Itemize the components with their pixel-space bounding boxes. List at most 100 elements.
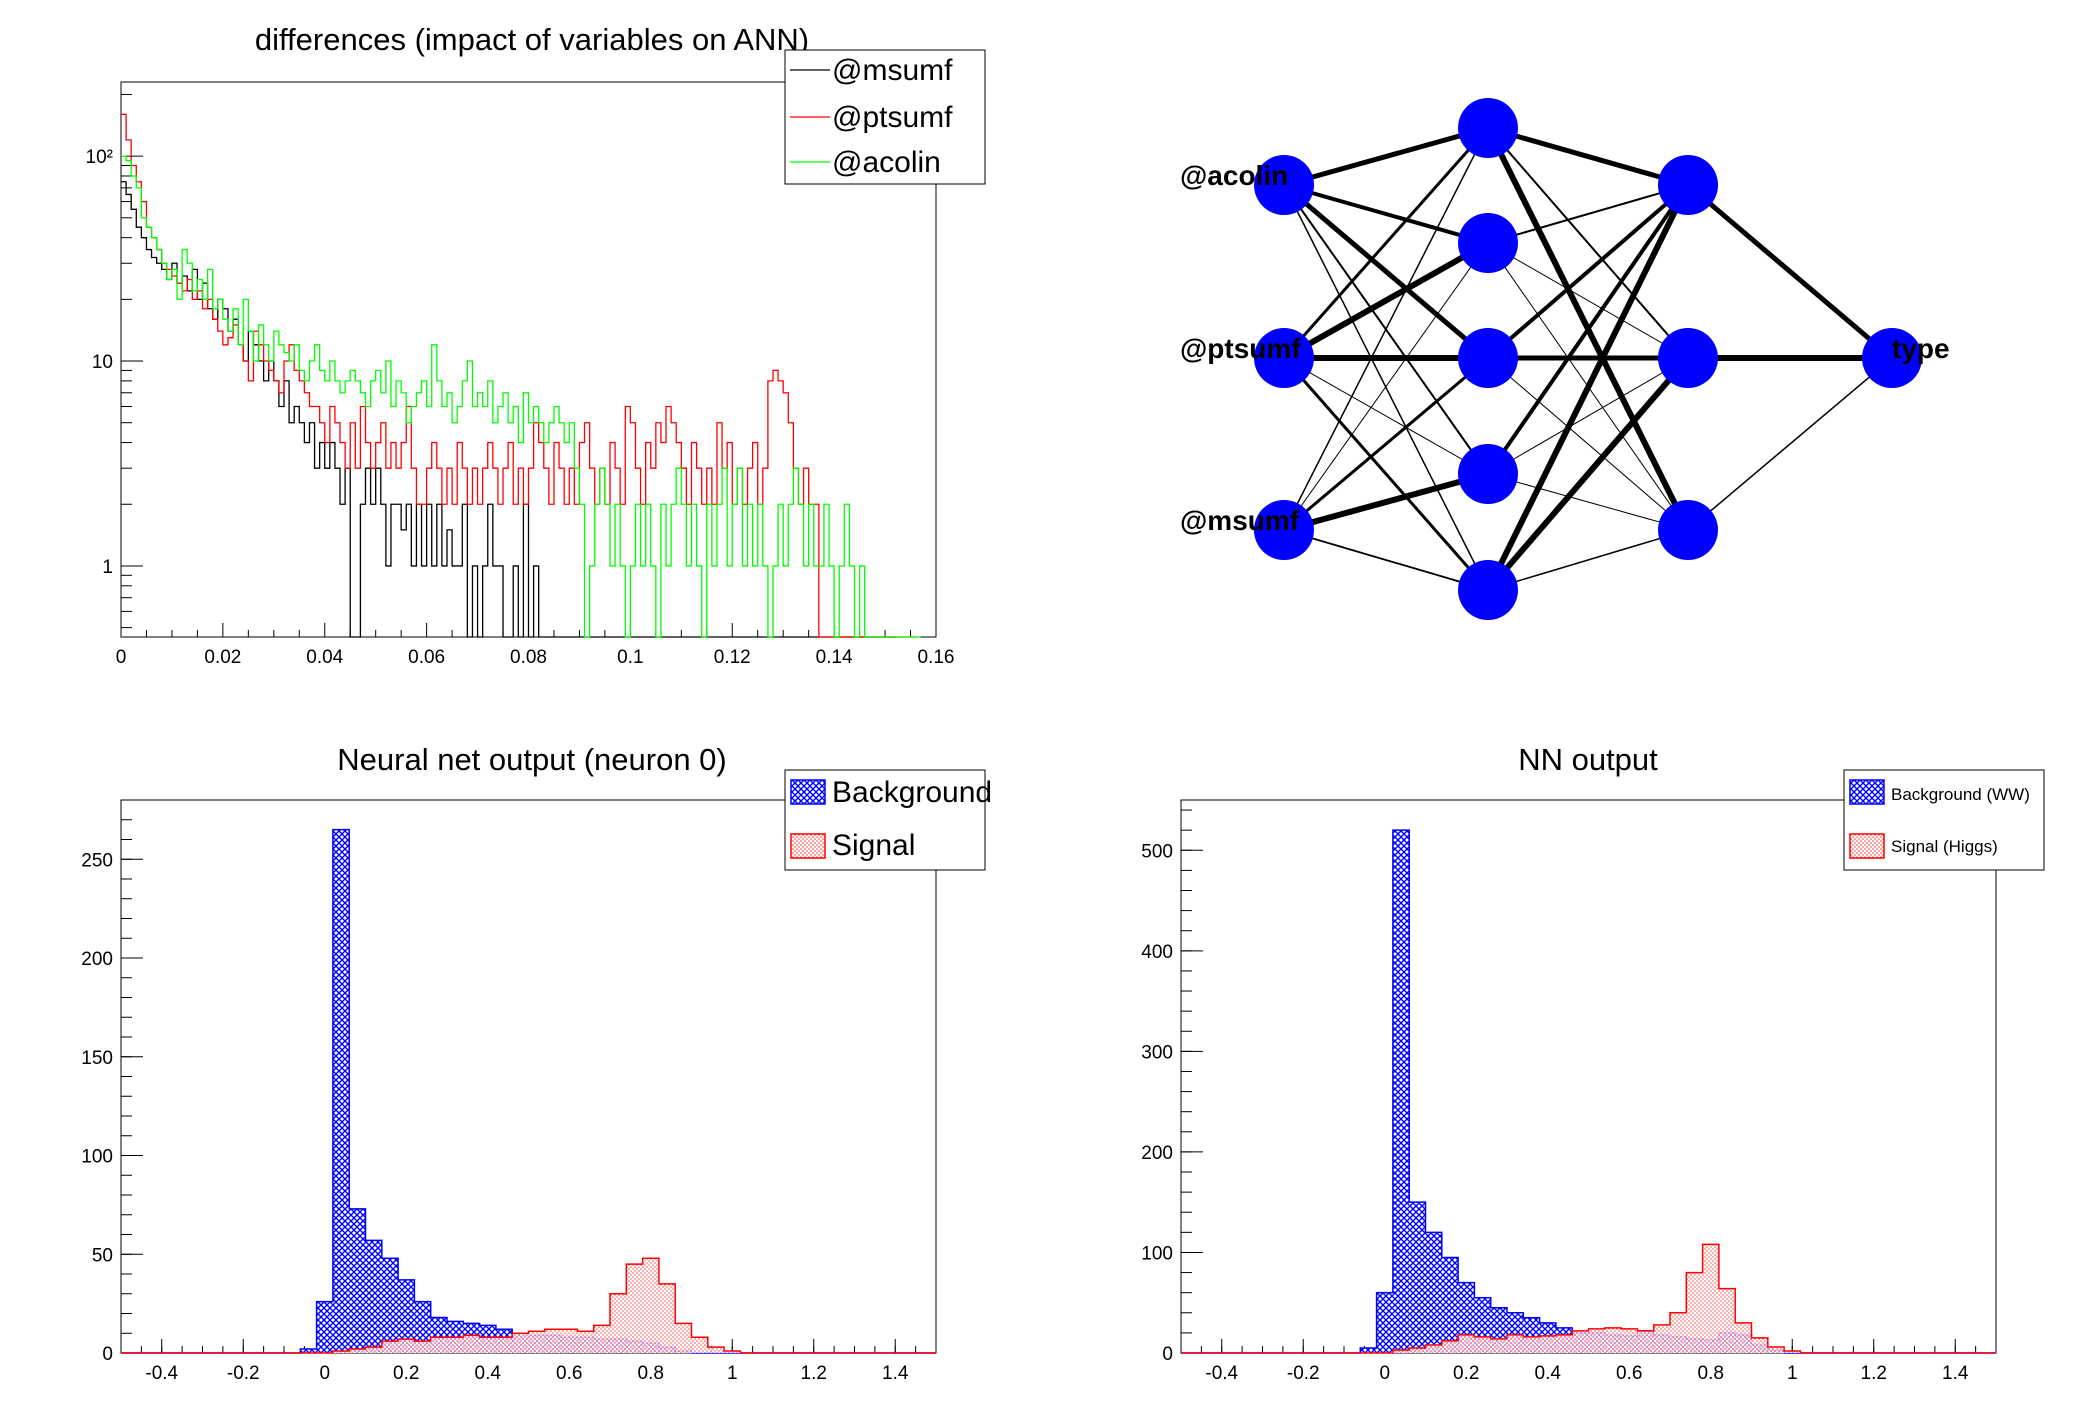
x-tick-label: 1.4 [882, 1363, 909, 1384]
axis-ticks: 0 0.02 0.04 0.06 0.08 0.1 0.12 0.14 0.16 1 10 10² [86, 93, 955, 668]
network-edge-input-hidden1 [1283, 356, 1489, 532]
signal-bar [1670, 1312, 1687, 1353]
legend-background-swatch [1849, 779, 1885, 805]
legend-acolin-label: @acolin [832, 146, 941, 179]
input-label-acolin: @acolin [1180, 160, 1288, 191]
plot-frame [1180, 799, 1997, 1354]
signal-bar [561, 1329, 578, 1353]
series-group [1181, 829, 1996, 1354]
network-edge-hidden2-output [1687, 357, 1893, 531]
background-bar [365, 1240, 382, 1353]
legend: @msumf @ptsumf @acolin [784, 49, 986, 185]
y-tick-label: 10 [92, 352, 113, 373]
legend-background-label: Background [832, 776, 992, 809]
network-edge-hidden1-hidden2 [1486, 183, 1690, 476]
x-tick-label: 0.02 [204, 647, 241, 668]
hidden-node [1658, 328, 1718, 388]
background-bar [1425, 1232, 1442, 1353]
signal-bar [1784, 1350, 1801, 1353]
signal-bar [724, 1351, 741, 1353]
x-tick-label: 0.4 [1535, 1363, 1562, 1384]
hidden-node [1458, 560, 1518, 620]
x-tick-label: 1.2 [801, 1363, 827, 1384]
input-node [1254, 328, 1314, 388]
signal-bar [1588, 1328, 1605, 1353]
y-tick-label: 150 [81, 1048, 113, 1069]
signal-bar [1637, 1330, 1654, 1353]
signal-bar [1507, 1334, 1524, 1353]
x-tick-label: 0 [319, 1363, 330, 1384]
x-tick-label: 0.6 [556, 1363, 582, 1384]
x-tick-label: 1.2 [1861, 1363, 1887, 1384]
background-outline [121, 828, 936, 1354]
y-tick-label: 1 [102, 557, 113, 578]
network-edge-hidden1-hidden2 [1487, 529, 1689, 591]
legend-ptsumf-label: @ptsumf [832, 101, 953, 134]
network-edge-input-hidden1 [1282, 240, 1490, 361]
background-bar [381, 1258, 399, 1353]
input-label-ptsumf: @ptsumf [1180, 333, 1301, 364]
network-edge-hidden1-hidden2 [1485, 356, 1691, 592]
axis-ticks: -0.4 -0.2 0 0.2 0.4 0.6 0.8 1 1.2 1.4 0 50 100 150 200… [81, 799, 937, 1384]
network-edge-hidden1-hidden2 [1486, 183, 1690, 360]
x-tick-label: 0 [116, 647, 127, 668]
legend-signal-label: Signal (Higgs) [1891, 837, 1998, 856]
signal-bar [1392, 1349, 1410, 1353]
hidden-node [1458, 328, 1518, 388]
background-bar [316, 1301, 333, 1353]
signal-bar [691, 1337, 708, 1353]
signal-bar [1425, 1344, 1442, 1353]
neuron0-output-chart: Neural net output (neuron 0) -0.4 -0.2 0 0.… [81, 742, 992, 1384]
x-tick-label: 0.8 [1698, 1363, 1724, 1384]
signal-bar [1409, 1347, 1426, 1353]
signal-bar [1458, 1334, 1475, 1353]
input-node [1254, 500, 1314, 560]
network-edge-hidden1-hidden2 [1485, 183, 1691, 592]
x-tick-label: -0.2 [1287, 1363, 1320, 1384]
x-tick-label: 0.12 [714, 647, 751, 668]
signal-bar [1441, 1340, 1459, 1353]
signal-bar [1718, 1288, 1736, 1353]
signal-bar [365, 1347, 382, 1353]
signal-bar [430, 1337, 447, 1353]
network-edge-input-hidden1 [1283, 529, 1489, 591]
background-bar [1360, 1347, 1377, 1353]
y-tick-label: 400 [1141, 942, 1173, 963]
signal-bar [707, 1347, 725, 1353]
hidden-node [1458, 213, 1518, 273]
legend-signal-label: Signal [832, 829, 915, 862]
series-line-acolin [121, 155, 921, 638]
y-tick-label: 200 [1141, 1143, 1173, 1164]
y-tick-label: 50 [92, 1245, 113, 1266]
network-edge-hidden1-hidden2 [1487, 357, 1689, 475]
series-group [121, 828, 936, 1354]
hidden-node [1458, 444, 1518, 504]
network-edge-hidden1-hidden2 [1487, 125, 1689, 188]
network-edge-input-hidden1 [1283, 184, 1489, 591]
x-tick-label: -0.2 [227, 1363, 260, 1384]
x-tick-label: 0.16 [918, 647, 955, 668]
input-label-msumf: @msumf [1180, 505, 1300, 536]
background-bar [398, 1279, 415, 1353]
network-edge-hidden1-hidden2 [1487, 357, 1689, 531]
differences-chart: differences (impact of variables on ANN)… [86, 22, 986, 668]
legend-signal-swatch [1849, 833, 1885, 859]
background-bar [300, 1349, 317, 1353]
signal-bar [593, 1325, 610, 1353]
background-bar [1441, 1257, 1459, 1353]
x-tick-label: 0.1 [617, 647, 643, 668]
legend: Background Signal [784, 769, 992, 871]
y-tick-label: 200 [81, 949, 113, 970]
signal-bar [512, 1333, 529, 1353]
input-node [1254, 155, 1314, 215]
signal-bar [1490, 1338, 1507, 1353]
network-edge-hidden1-hidden2 [1487, 184, 1689, 244]
signal-outline [1181, 1243, 1996, 1354]
x-tick-label: 0.2 [393, 1363, 419, 1384]
x-tick-label: 0.6 [1616, 1363, 1642, 1384]
signal-bar [1474, 1336, 1491, 1353]
legend-msumf-label: @msumf [832, 54, 953, 87]
y-tick-label: 0 [102, 1344, 113, 1365]
network-edge-input-hidden1 [1283, 471, 1489, 533]
